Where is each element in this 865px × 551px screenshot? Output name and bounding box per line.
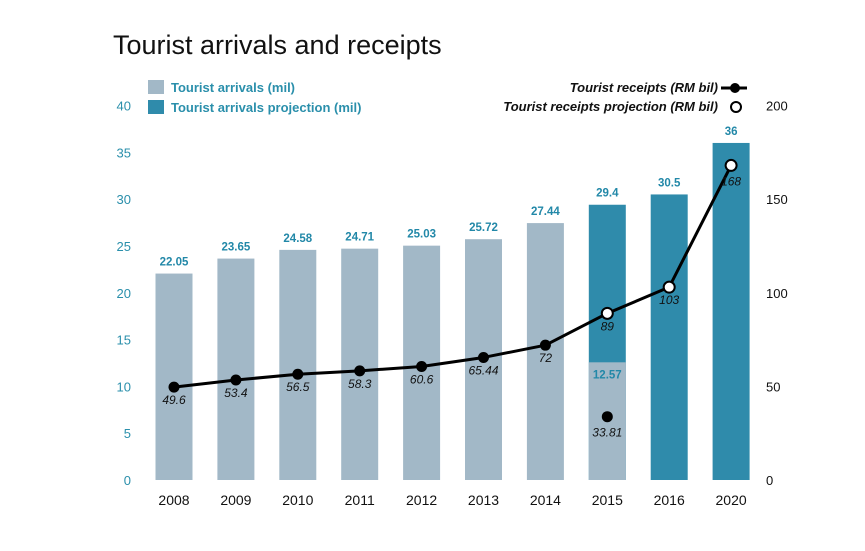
x-tick-label: 2020 [716, 492, 747, 508]
left-tick-label: 40 [117, 99, 131, 114]
projection-bar [650, 194, 688, 480]
left-tick-label: 30 [117, 192, 131, 207]
receipts-line [173, 164, 733, 389]
x-tick-label: 2015 [592, 492, 623, 508]
legend-label: Tourist receipts (RM bil) [570, 80, 718, 95]
bar-value-label: 25.03 [407, 229, 436, 241]
bars-layer: 22.05 23.65 24.58 24.71 25.03 25.72 27.44 29.4 1… [155, 126, 750, 480]
legend-label: Tourist receipts projection (RM bil) [503, 99, 718, 114]
arrivals-bar [526, 223, 564, 480]
bar-value-label: 22.05 [160, 257, 189, 269]
receipts-value-label: 89 [601, 319, 615, 333]
right-tick-label: 50 [766, 379, 780, 394]
x-tick-label: 2009 [220, 492, 251, 508]
legend-marker-filled [730, 83, 740, 93]
left-tick-label: 35 [117, 145, 131, 160]
legend: Tourist arrivals (mil) Tourist arrivals p… [148, 80, 747, 115]
receipts-value-label: 103 [659, 293, 679, 307]
right-axis: 0 50 100 150 200 [766, 99, 788, 489]
bar-value-label: 23.65 [222, 242, 251, 254]
bar-value-label: 24.71 [345, 232, 374, 244]
right-tick-label: 150 [766, 192, 788, 207]
left-tick-label: 5 [124, 426, 131, 441]
arrivals-bar [341, 248, 379, 480]
left-axis: 0 5 10 15 20 25 30 35 40 [117, 99, 131, 489]
receipts-value-label: 60.6 [410, 373, 434, 387]
bar-value-label: 36 [725, 126, 738, 138]
bar-inner-value-label: 12.57 [593, 369, 622, 381]
receipts-value-label: 168 [721, 174, 741, 188]
receipts-point [478, 351, 489, 363]
legend-label: Tourist arrivals projection (mil) [171, 100, 361, 115]
x-tick-label: 2008 [158, 492, 189, 508]
receipts-value-label: 53.4 [224, 386, 248, 400]
right-tick-label: 200 [766, 99, 788, 114]
receipts-2015-actual-point [601, 411, 613, 423]
receipts-point [168, 381, 180, 393]
receipts-point [416, 361, 428, 373]
receipts-projection-point [600, 306, 614, 320]
x-axis: 2008 2009 2010 2011 2012 2013 2014 2015 2016 2020 [158, 492, 746, 508]
bar-value-label: 25.72 [469, 222, 498, 234]
receipts-2015-actual-label: 33.81 [592, 426, 622, 440]
right-tick-label: 0 [766, 473, 773, 488]
receipts-point [292, 368, 304, 380]
receipts-value-label: 65.44 [468, 363, 498, 377]
right-tick-label: 100 [766, 286, 788, 301]
bar-value-label: 30.5 [658, 177, 681, 189]
x-tick-label: 2010 [282, 492, 313, 508]
x-tick-label: 2013 [468, 492, 499, 508]
x-tick-label: 2014 [530, 492, 561, 508]
receipts-point [230, 374, 242, 386]
x-tick-label: 2011 [345, 492, 375, 508]
legend-swatch [148, 80, 164, 94]
receipts-point [354, 365, 366, 377]
receipts-value-label: 58.3 [348, 377, 372, 391]
left-tick-label: 10 [117, 379, 131, 394]
left-tick-label: 25 [117, 239, 131, 254]
receipts-projection-point [724, 158, 738, 172]
projection-bar [712, 142, 750, 480]
receipts-value-label: 49.6 [162, 393, 186, 407]
arrivals-bar [217, 258, 255, 480]
x-tick-label: 2012 [406, 492, 437, 508]
receipts-value-label: 56.5 [286, 380, 310, 394]
legend-marker-open [730, 101, 742, 113]
arrivals-bar [279, 249, 317, 480]
chart-title: Tourist arrivals and receipts [113, 30, 442, 60]
bar-value-label: 24.58 [283, 233, 312, 245]
bar-value-label: 27.44 [531, 206, 560, 218]
receipts-point [539, 339, 551, 351]
legend-label: Tourist arrivals (mil) [171, 80, 295, 95]
legend-swatch [148, 100, 164, 114]
left-tick-label: 15 [117, 333, 131, 348]
receipts-line-layer: 49.6 53.4 56.5 58.3 60.6 65.44 72 89 103 168 33.81 [162, 158, 741, 440]
x-tick-label: 2016 [654, 492, 685, 508]
receipts-projection-point [662, 280, 676, 294]
left-tick-label: 0 [124, 473, 131, 488]
receipts-value-label: 72 [539, 351, 553, 365]
bar-value-label: 29.4 [596, 188, 619, 200]
left-tick-label: 20 [117, 286, 131, 301]
arrivals-bar [155, 273, 193, 480]
